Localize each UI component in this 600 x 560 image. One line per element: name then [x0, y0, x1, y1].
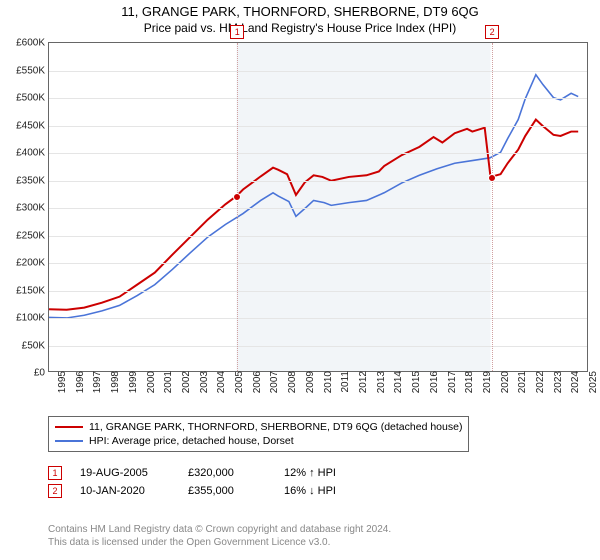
x-axis-label: 2021: [513, 371, 528, 393]
marker-dot: [233, 193, 241, 201]
data-row-marker: 1: [48, 466, 62, 480]
x-axis-label: 1997: [88, 371, 103, 393]
gridline: [49, 71, 587, 72]
y-axis-label: £300K: [16, 203, 49, 214]
gridline: [49, 98, 587, 99]
gridline: [49, 263, 587, 264]
y-axis-label: £150K: [16, 285, 49, 296]
data-row-price: £355,000: [188, 485, 266, 497]
chart-svg: [49, 43, 587, 371]
x-axis-label: 1999: [124, 371, 139, 393]
marker-line: [492, 43, 493, 371]
gridline: [49, 181, 587, 182]
x-axis-label: 2016: [425, 371, 440, 393]
x-axis-label: 2022: [531, 371, 546, 393]
x-axis-label: 2002: [177, 371, 192, 393]
x-axis-label: 2020: [496, 371, 511, 393]
marker-label: 1: [230, 25, 244, 39]
gridline: [49, 346, 587, 347]
footer-line: Contains HM Land Registry data © Crown c…: [48, 524, 391, 537]
data-row-delta: 12% ↑ HPI: [284, 467, 336, 479]
x-axis-label: 1995: [53, 371, 68, 393]
data-row: 1 19-AUG-2005 £320,000 12% ↑ HPI: [48, 464, 336, 482]
data-point-rows: 1 19-AUG-2005 £320,000 12% ↑ HPI 2 10-JAN-202…: [48, 464, 336, 500]
gridline: [49, 291, 587, 292]
x-axis-label: 2012: [354, 371, 369, 393]
y-axis-label: £600K: [16, 38, 49, 49]
legend-label: 11, GRANGE PARK, THORNFORD, SHERBORNE, D…: [89, 420, 462, 434]
y-axis-label: £250K: [16, 230, 49, 241]
x-axis-label: 2023: [549, 371, 564, 393]
data-row-delta: 16% ↓ HPI: [284, 485, 336, 497]
x-axis-label: 2013: [372, 371, 387, 393]
y-axis-label: £500K: [16, 93, 49, 104]
y-axis-label: £350K: [16, 175, 49, 186]
y-axis-label: £550K: [16, 65, 49, 76]
legend-item: 11, GRANGE PARK, THORNFORD, SHERBORNE, D…: [55, 420, 462, 434]
gridline: [49, 318, 587, 319]
x-axis-label: 2001: [159, 371, 174, 393]
legend: 11, GRANGE PARK, THORNFORD, SHERBORNE, D…: [48, 416, 469, 452]
chart-title: 11, GRANGE PARK, THORNFORD, SHERBORNE, D…: [0, 0, 600, 19]
footer-line: This data is licensed under the Open Gov…: [48, 537, 391, 550]
gridline: [49, 208, 587, 209]
chart-subtitle: Price paid vs. HM Land Registry's House …: [0, 19, 600, 39]
x-axis-label: 2006: [248, 371, 263, 393]
x-axis-label: 1996: [71, 371, 86, 393]
x-axis-label: 2017: [443, 371, 458, 393]
data-row-date: 10-JAN-2020: [80, 485, 170, 497]
y-axis-label: £50K: [22, 340, 49, 351]
x-axis-label: 2007: [265, 371, 280, 393]
x-axis-label: 2003: [195, 371, 210, 393]
data-row-price: £320,000: [188, 467, 266, 479]
copyright-footer: Contains HM Land Registry data © Crown c…: [48, 524, 391, 549]
y-axis-label: £400K: [16, 148, 49, 159]
x-axis-label: 2019: [478, 371, 493, 393]
legend-item: HPI: Average price, detached house, Dors…: [55, 434, 462, 448]
gridline: [49, 153, 587, 154]
x-axis-label: 2015: [407, 371, 422, 393]
legend-label: HPI: Average price, detached house, Dors…: [89, 434, 294, 448]
y-axis-label: £450K: [16, 120, 49, 131]
x-axis-label: 2018: [460, 371, 475, 393]
x-axis-label: 2005: [230, 371, 245, 393]
data-row-marker: 2: [48, 484, 62, 498]
x-axis-label: 2010: [319, 371, 334, 393]
shaded-region: [237, 43, 491, 371]
legend-swatch: [55, 426, 83, 428]
marker-label: 2: [485, 25, 499, 39]
y-axis-label: £200K: [16, 258, 49, 269]
plot-area: £0£50K£100K£150K£200K£250K£300K£350K£400…: [48, 42, 588, 372]
gridline: [49, 236, 587, 237]
y-axis-label: £100K: [16, 313, 49, 324]
data-row: 2 10-JAN-2020 £355,000 16% ↓ HPI: [48, 482, 336, 500]
x-axis-label: 1998: [106, 371, 121, 393]
x-axis-label: 2024: [566, 371, 581, 393]
x-axis-label: 2004: [212, 371, 227, 393]
x-axis-label: 2000: [142, 371, 157, 393]
x-axis-label: 2025: [584, 371, 599, 393]
gridline: [49, 126, 587, 127]
legend-swatch: [55, 440, 83, 442]
data-row-date: 19-AUG-2005: [80, 467, 170, 479]
y-axis-label: £0: [34, 368, 49, 379]
x-axis-label: 2011: [336, 371, 351, 393]
x-axis-label: 2008: [283, 371, 298, 393]
x-axis-label: 2009: [301, 371, 316, 393]
x-axis-label: 2014: [389, 371, 404, 393]
marker-line: [237, 43, 238, 371]
marker-dot: [488, 174, 496, 182]
